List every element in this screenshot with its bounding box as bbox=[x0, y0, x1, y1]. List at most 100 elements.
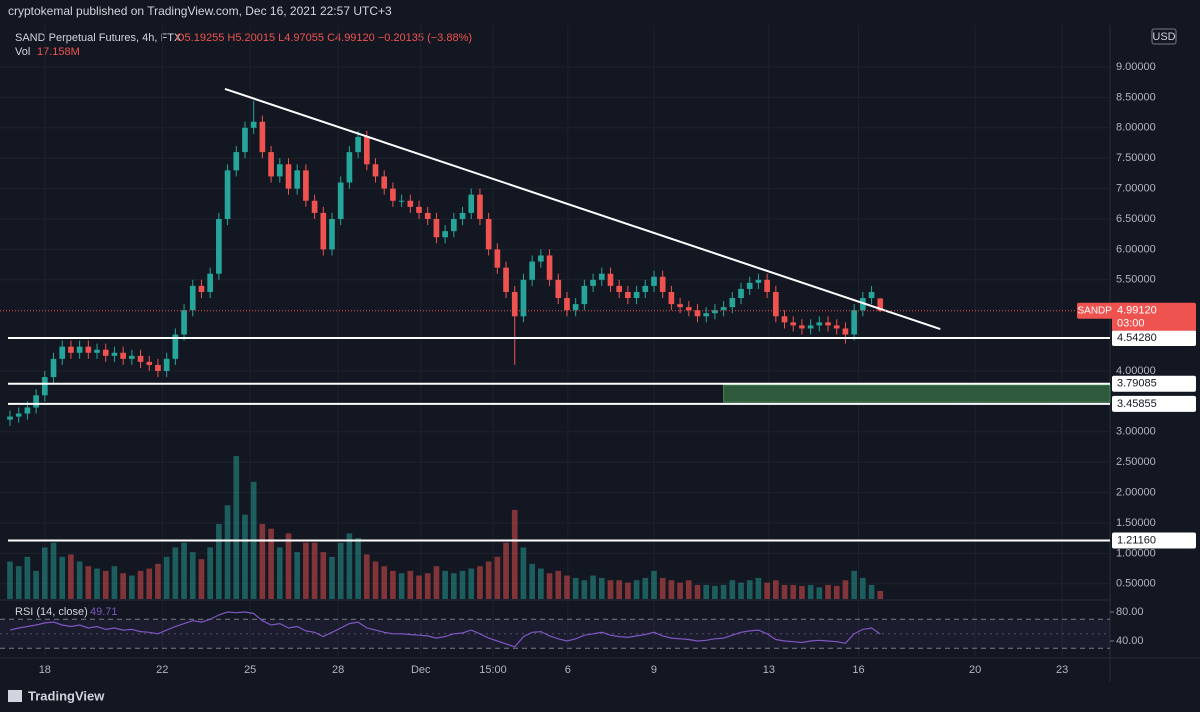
candle-body bbox=[329, 219, 335, 250]
volume-bar bbox=[851, 570, 857, 599]
candle-body bbox=[451, 219, 457, 232]
volume-bar bbox=[477, 566, 483, 599]
candle-body bbox=[781, 316, 788, 323]
candle-body bbox=[120, 352, 126, 359]
volume-bar bbox=[94, 568, 100, 599]
candle-body bbox=[303, 170, 309, 201]
rsi-last: 49.71 bbox=[90, 606, 118, 618]
candle-body bbox=[363, 136, 370, 165]
footer[interactable]: TradingView bbox=[28, 688, 105, 703]
candle-body bbox=[538, 255, 544, 262]
candle-body bbox=[233, 152, 240, 171]
candle-body bbox=[529, 261, 535, 280]
candle-body bbox=[250, 121, 257, 128]
volume-bar bbox=[33, 570, 39, 599]
volume-bar bbox=[581, 580, 588, 599]
candle-body bbox=[825, 322, 831, 326]
volume-bar bbox=[15, 566, 22, 599]
candle-body bbox=[137, 355, 144, 362]
candle-body bbox=[207, 273, 213, 292]
volume-bar bbox=[451, 573, 457, 599]
candle-body bbox=[33, 395, 39, 408]
volume-bar bbox=[555, 570, 562, 599]
volume-bar bbox=[155, 563, 161, 599]
candle-body bbox=[381, 176, 388, 189]
volume-bar bbox=[76, 561, 83, 599]
candle-body bbox=[511, 291, 518, 317]
candle-body bbox=[755, 279, 762, 283]
volume-bar bbox=[129, 575, 135, 599]
y-tick-label: 1.00000 bbox=[1116, 547, 1156, 559]
volume-bar bbox=[102, 570, 109, 599]
volume-bar bbox=[68, 554, 74, 599]
volume-bar bbox=[503, 542, 509, 599]
x-tick-label: 23 bbox=[1056, 664, 1068, 676]
candle-body bbox=[860, 298, 866, 311]
volume-bar bbox=[764, 582, 770, 599]
volume-bar bbox=[485, 561, 492, 599]
candle-body bbox=[181, 310, 187, 335]
x-tick-label: 18 bbox=[39, 664, 51, 676]
volume-bar bbox=[303, 542, 309, 599]
y-tick-label: 1.50000 bbox=[1116, 517, 1156, 529]
last-price-box bbox=[1112, 302, 1196, 331]
candle-body bbox=[816, 322, 823, 326]
volume-bar bbox=[833, 585, 840, 599]
volume-bar bbox=[755, 577, 762, 599]
volume-bar bbox=[181, 542, 187, 599]
volume-bar bbox=[242, 514, 248, 599]
ohlc: O5.19255 H5.20015 L4.97055 C4.99120 −0.2… bbox=[176, 32, 472, 44]
candle-body bbox=[111, 352, 118, 356]
y-tick-label: 2.00000 bbox=[1116, 487, 1156, 499]
rsi-line bbox=[9, 611, 881, 648]
volume-bar bbox=[572, 577, 579, 599]
currency-box[interactable] bbox=[1151, 28, 1177, 45]
volume-bar bbox=[633, 580, 640, 599]
candle-body bbox=[477, 194, 483, 219]
level-label-box bbox=[1112, 395, 1196, 412]
volume-bar bbox=[59, 556, 66, 599]
volume-bar bbox=[564, 575, 570, 599]
volume-bar bbox=[511, 509, 518, 599]
volume-bar bbox=[24, 556, 31, 599]
candle-body bbox=[659, 276, 666, 292]
level-label-box bbox=[1112, 375, 1196, 392]
candle-body bbox=[494, 249, 501, 268]
candle-body bbox=[7, 416, 13, 420]
volume-bar bbox=[799, 585, 805, 599]
candle-body bbox=[102, 349, 109, 356]
candle-body bbox=[720, 307, 727, 311]
y-tick-label: 7.50000 bbox=[1116, 152, 1156, 164]
level-label: 4.54280 bbox=[1117, 332, 1157, 344]
volume-label: Vol bbox=[15, 46, 30, 58]
candle-body bbox=[485, 219, 492, 250]
volume-bar bbox=[520, 547, 527, 599]
candle-body bbox=[729, 298, 736, 308]
level-label: 3.79085 bbox=[1117, 378, 1157, 390]
y-tick-label: 7.00000 bbox=[1116, 183, 1156, 195]
currency[interactable]: USD bbox=[1152, 31, 1175, 43]
candle-body bbox=[642, 285, 649, 292]
volume-bar bbox=[189, 552, 196, 599]
volume-bar bbox=[494, 556, 501, 599]
candle-body bbox=[311, 200, 318, 213]
volume-bar bbox=[659, 577, 666, 599]
candle-body bbox=[407, 200, 414, 207]
candle-body bbox=[41, 377, 48, 396]
volume-bar bbox=[590, 575, 596, 599]
volume-bar bbox=[459, 570, 466, 599]
x-tick-label: 16 bbox=[852, 664, 864, 676]
candle-body bbox=[129, 355, 135, 359]
x-tick-label: 9 bbox=[651, 664, 657, 676]
candle-body bbox=[68, 346, 74, 353]
candle-body bbox=[546, 255, 553, 280]
volume-bar bbox=[668, 580, 675, 599]
volume-bar bbox=[363, 554, 370, 599]
volume-bar bbox=[442, 570, 448, 599]
volume-bar bbox=[868, 584, 875, 599]
volume-bar bbox=[468, 568, 475, 599]
volume-bar bbox=[807, 584, 814, 599]
